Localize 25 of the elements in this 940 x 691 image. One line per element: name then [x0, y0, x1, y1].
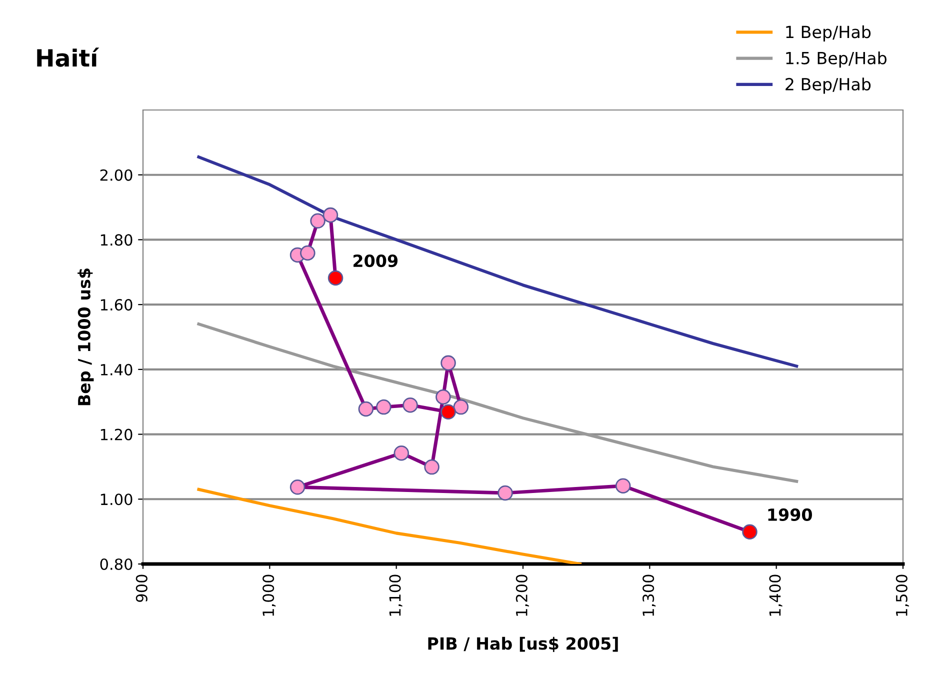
x-tick-label: 1,200: [516, 574, 529, 616]
legend-label: 1.5 Bep/Hab: [786, 51, 886, 68]
x-tick-label: 1,300: [642, 574, 656, 616]
annotation: 2009: [354, 254, 398, 268]
y-tick-label: 0.80: [100, 558, 132, 570]
chart-title: Haití: [37, 48, 100, 67]
y-axis-title: Bep / 1000 us$: [78, 268, 94, 406]
x-tick-label: 1,100: [389, 574, 402, 616]
x-tick-label: 1,000: [262, 574, 276, 616]
legend-label: 1 Bep/Hab: [786, 25, 871, 42]
y-tick-label: 2.00: [100, 169, 132, 181]
y-tick-label: 1.20: [100, 428, 132, 440]
y-tick-label: 1.60: [100, 299, 132, 311]
y-tick-label: 1.00: [100, 494, 132, 506]
legend-label: 2 Bep/Hab: [786, 78, 871, 94]
annotation: 1990: [768, 508, 812, 522]
line-series: [197, 322, 798, 483]
x-tick-label: 1,500: [896, 574, 909, 616]
x-tick-label: 900: [136, 574, 148, 602]
y-tick-label: 1.40: [100, 364, 132, 376]
x-tick-label: 1,400: [769, 574, 782, 616]
y-tick-label: 1.80: [100, 234, 132, 246]
x-axis-title: PIB / Hab [us$ 2005]: [428, 636, 618, 652]
line-series: [197, 155, 798, 368]
line-series: [197, 488, 582, 564]
